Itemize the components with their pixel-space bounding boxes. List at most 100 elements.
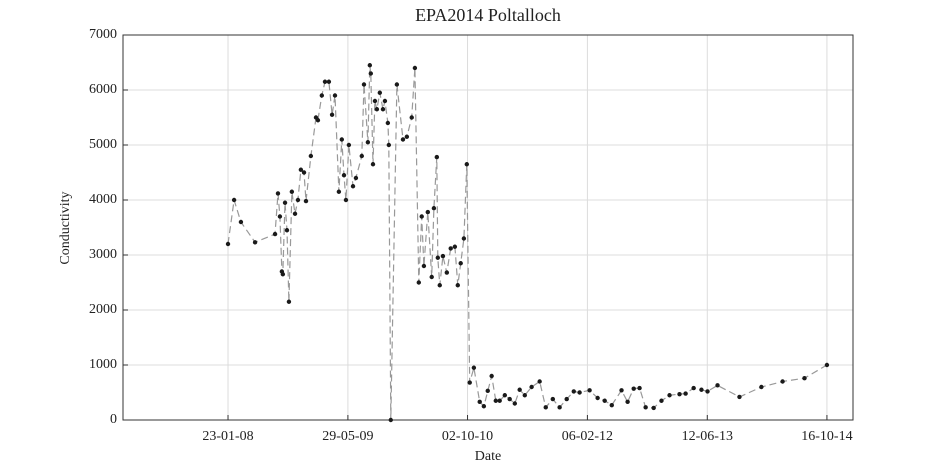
data-point [292,211,298,216]
data-point [448,246,453,251]
data-point [346,142,352,148]
data-point [284,228,290,233]
data-point [409,115,414,120]
y-tick-label: 7000 [89,27,117,42]
chart-title: EPA2014 Poltalloch [415,5,561,25]
x-axis-label: Date [475,449,501,464]
data-point [571,389,576,394]
data-point [464,162,470,167]
data-point [435,255,441,260]
x-tick-label: 06-02-12 [562,429,613,444]
data-point [440,253,446,259]
data-point [380,107,386,112]
y-tick-label: 3000 [89,247,117,262]
data-point [602,398,607,403]
data-point [298,167,304,172]
data-point [537,379,542,384]
data-point [277,214,283,219]
data-point [759,384,764,390]
data-point [419,214,424,219]
data-point [225,241,231,247]
data-point [637,385,642,391]
x-tick-label: 16-10-14 [801,429,852,444]
data-point [425,209,431,215]
data-point [437,283,442,288]
data-point [619,388,624,393]
data-point [659,398,664,403]
data-point [385,120,391,126]
data-point [493,398,498,403]
data-point [404,134,410,139]
y-tick-label: 4000 [89,192,117,207]
data-point [336,189,342,194]
data-point [295,197,301,203]
data-point [353,175,359,181]
data-point [231,197,237,203]
y-tick-label: 5000 [89,137,117,152]
data-point [477,399,482,405]
data-point [550,396,556,402]
data-point [339,137,345,142]
plot-frame [122,34,854,421]
data-point [431,206,437,211]
data-point [512,401,518,406]
data-point [416,280,422,285]
data-point [507,396,512,402]
data-point [275,191,281,196]
data-point [315,118,321,123]
data-point [471,365,477,370]
data-point [444,270,450,275]
data-point [400,137,406,142]
data-point [361,82,367,87]
data-point [368,71,374,76]
data-point [374,107,380,112]
data-point [382,98,388,104]
y-tick-label: 1000 [89,357,117,372]
data-point [517,387,522,392]
data-point [481,404,487,409]
data-point [301,170,307,175]
data-point [452,244,458,249]
data-point [489,373,494,379]
data-point [529,384,534,390]
x-tick-label: 23-01-08 [202,429,253,444]
data-point [238,219,244,225]
data-point [651,405,656,411]
x-tick-label: 02-10-10 [442,429,493,444]
data-point [434,154,440,160]
data-point [715,383,720,388]
data-point [522,393,527,398]
data-point [286,299,292,304]
data-point [332,93,338,98]
data-point [272,231,278,237]
data-point [326,79,332,84]
data-point [564,396,569,402]
data-point [322,79,328,84]
data-point [412,65,418,71]
data-point [343,197,349,203]
y-tick-label: 6000 [89,82,117,97]
data-point [595,395,600,401]
data-point [282,200,288,205]
data-point [557,405,562,410]
x-tick-label: 12-06-13 [682,429,733,444]
data-point [543,405,548,410]
data-point [577,390,582,395]
data-point [350,184,356,189]
y-tick-label: 0 [110,412,117,427]
data-point [421,263,427,269]
data-point [386,142,392,148]
data-point [458,261,463,266]
data-point [683,391,688,396]
data-point [370,162,376,167]
x-tick-label: 29-05-09 [322,429,373,444]
data-point [372,98,378,104]
data-point [329,112,335,117]
data-point [485,388,490,394]
data-point [691,385,696,391]
data-point [467,380,472,385]
data-point [319,93,325,98]
data-point [802,376,807,381]
